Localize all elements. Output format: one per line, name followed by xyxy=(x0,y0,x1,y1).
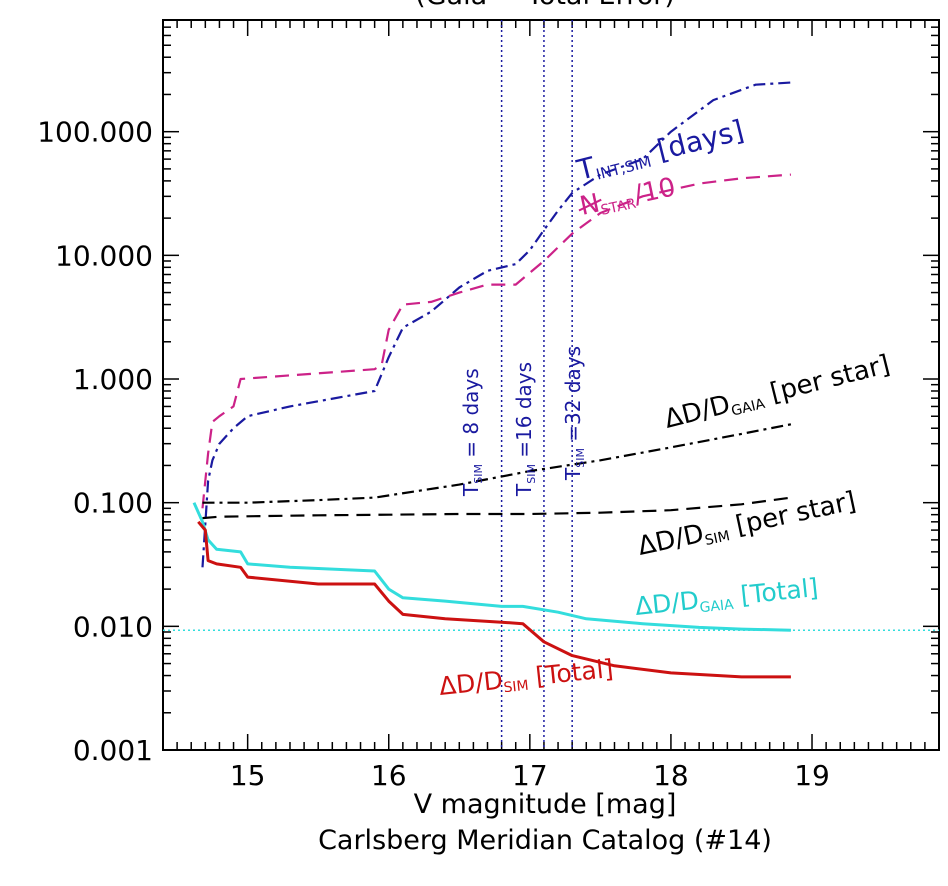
annotation-tsim16: TSIM =16 days xyxy=(512,362,538,497)
annotation-dsim_per: ΔD/DSIM [per star] xyxy=(635,486,859,562)
series-line xyxy=(201,81,791,568)
annotation-dsim_tot: ΔD/DSIM [Total] xyxy=(438,654,615,703)
y-tick-label: 0.010 xyxy=(73,610,153,643)
y-tick-label: 100.000 xyxy=(37,116,153,149)
series-line xyxy=(202,496,792,520)
x-tick-label: 19 xyxy=(794,759,830,792)
chart-caption: Carlsberg Meridian Catalog (#14) xyxy=(318,825,772,856)
series-line xyxy=(192,502,791,632)
reference-lines xyxy=(163,20,939,750)
series-line xyxy=(202,423,792,504)
chart-title: (Gaia = Total Error) xyxy=(415,0,675,11)
axis-ticks xyxy=(163,19,939,751)
annotation-tsim32: TSIM =32 days xyxy=(561,346,587,481)
series-line xyxy=(197,520,791,679)
series-line xyxy=(201,173,791,509)
axis-tick-labels: 15 16 17 18 19 0.001 0.010 0.100 1.000 10.000 100.… xyxy=(37,116,830,792)
y-tick-label: 0.100 xyxy=(73,487,153,520)
annotation-dgaia_per: ΔD/DGAIA [per star] xyxy=(661,350,893,436)
x-tick-label: 18 xyxy=(653,759,689,792)
y-tick-label: 10.000 xyxy=(55,239,153,272)
annotation-dgaia_tot: ΔD/DGAIA [Total] xyxy=(634,573,820,623)
nstar-strike xyxy=(578,198,602,212)
data-series xyxy=(192,81,792,679)
x-tick-label: 17 xyxy=(512,759,548,792)
y-tick-label: 1.000 xyxy=(73,363,153,396)
x-axis-label: V magnitude [mag] xyxy=(414,789,677,820)
annotation-tsim8: TSIM = 8 days xyxy=(459,368,485,497)
y-tick-label: 0.001 xyxy=(73,734,153,767)
x-tick-label: 15 xyxy=(230,759,266,792)
x-tick-label: 16 xyxy=(371,759,407,792)
